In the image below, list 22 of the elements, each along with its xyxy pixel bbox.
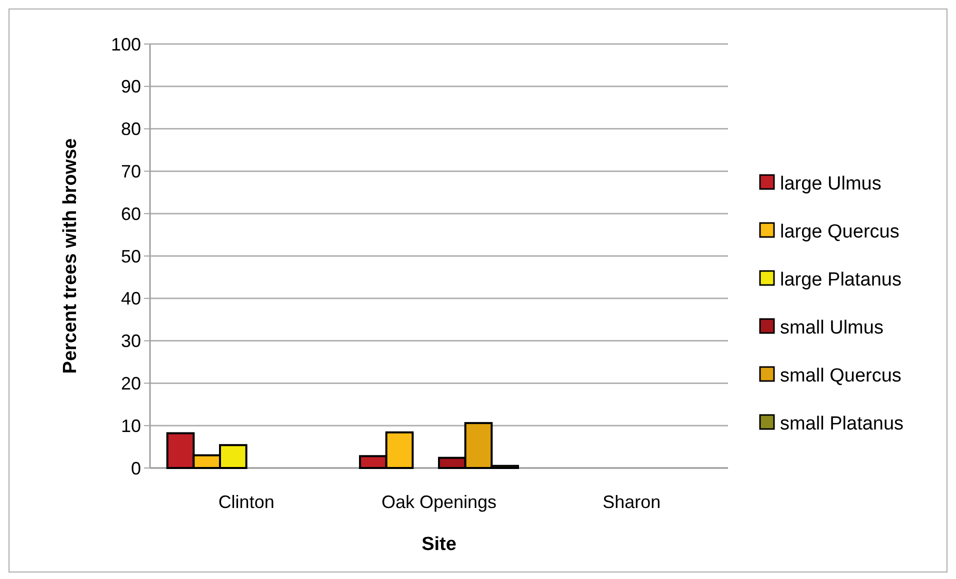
legend-label: large Quercus <box>780 222 900 243</box>
y-tick-label: 70 <box>120 162 141 182</box>
y-tick-label: 40 <box>120 288 141 309</box>
y-tick-label: 0 <box>130 458 141 478</box>
y-axis-title: Percent trees with browse <box>60 138 81 374</box>
y-tick-label: 80 <box>120 119 141 140</box>
y-tick-label: 20 <box>120 374 141 394</box>
x-tick-label: Oak Openings <box>381 492 497 512</box>
legend-label: small Platanus <box>780 414 904 435</box>
y-tick-label: 50 <box>120 246 141 266</box>
y-tick-label: 60 <box>120 204 141 224</box>
legend-label: small Quercus <box>780 366 902 387</box>
x-tick-label: Clinton <box>218 492 274 512</box>
y-tick-label: 100 <box>110 34 141 54</box>
legend-label: large Platanus <box>780 270 902 291</box>
x-tick-label: Sharon <box>602 492 661 512</box>
legend-label: small Ulmus <box>780 318 884 339</box>
x-axis-title: Site <box>422 534 456 555</box>
y-tick-label: 30 <box>120 331 141 352</box>
y-tick-label: 10 <box>120 416 141 436</box>
y-tick-label: 90 <box>120 76 141 97</box>
legend-label: large Ulmus <box>780 174 882 195</box>
